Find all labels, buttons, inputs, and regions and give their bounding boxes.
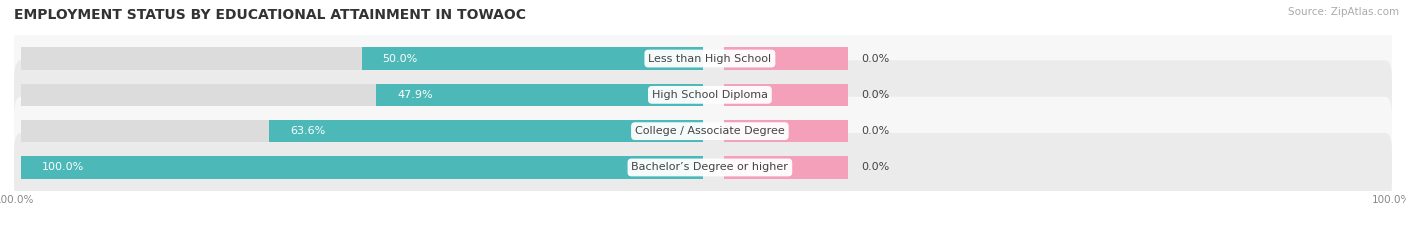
Text: College / Associate Degree: College / Associate Degree [636, 126, 785, 136]
Text: 0.0%: 0.0% [862, 126, 890, 136]
Text: 100.0%: 100.0% [42, 162, 84, 172]
FancyBboxPatch shape [14, 24, 1392, 93]
Bar [724, 120, 848, 142]
Text: EMPLOYMENT STATUS BY EDUCATIONAL ATTAINMENT IN TOWAOC: EMPLOYMENT STATUS BY EDUCATIONAL ATTAINM… [14, 8, 526, 22]
Text: 47.9%: 47.9% [396, 90, 433, 100]
Text: 50.0%: 50.0% [382, 54, 418, 64]
Text: 0.0%: 0.0% [862, 162, 890, 172]
Text: Less than High School: Less than High School [648, 54, 772, 64]
FancyBboxPatch shape [14, 97, 1392, 166]
Bar [269, 120, 703, 142]
FancyBboxPatch shape [14, 133, 1392, 202]
Text: 0.0%: 0.0% [862, 90, 890, 100]
Bar [377, 84, 703, 106]
Bar [724, 84, 848, 106]
Bar [361, 47, 703, 70]
FancyBboxPatch shape [14, 60, 1392, 129]
Bar [21, 120, 696, 142]
Text: 0.0%: 0.0% [862, 54, 890, 64]
Text: 63.6%: 63.6% [290, 126, 325, 136]
Text: High School Diploma: High School Diploma [652, 90, 768, 100]
Bar [724, 156, 848, 179]
Text: Source: ZipAtlas.com: Source: ZipAtlas.com [1288, 7, 1399, 17]
Text: Bachelor’s Degree or higher: Bachelor’s Degree or higher [631, 162, 789, 172]
Bar [21, 156, 703, 179]
Bar [21, 156, 696, 179]
Bar [21, 47, 696, 70]
Bar [21, 84, 696, 106]
Bar [724, 47, 848, 70]
